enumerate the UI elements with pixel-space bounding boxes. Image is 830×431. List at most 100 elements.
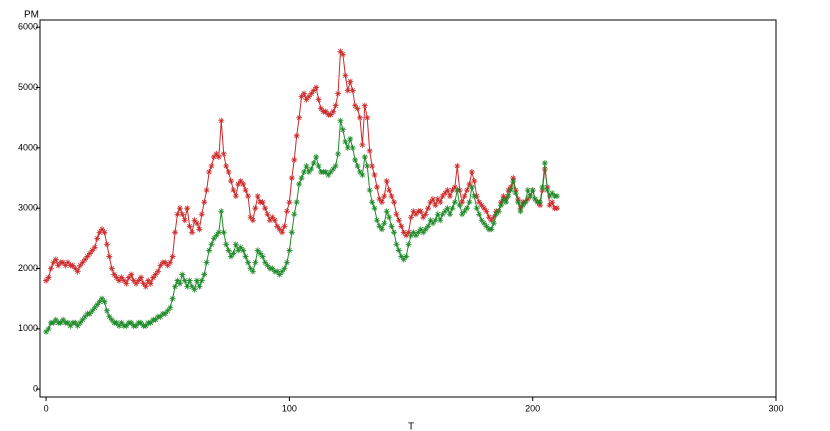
x-tick-label: 0 <box>44 403 49 413</box>
data-point <box>252 259 259 266</box>
data-point <box>466 199 473 206</box>
data-point <box>133 280 140 287</box>
data-point <box>198 277 205 284</box>
data-point <box>369 162 376 169</box>
data-point <box>96 229 103 236</box>
data-point <box>242 253 249 260</box>
data-point <box>483 223 490 230</box>
data-point <box>444 205 451 212</box>
data-point <box>269 265 276 272</box>
data-point <box>337 48 344 55</box>
data-point <box>515 196 522 203</box>
data-point <box>454 187 461 194</box>
data-point <box>330 108 337 115</box>
x-axis-label: T <box>408 422 414 431</box>
data-point <box>206 247 213 254</box>
data-point <box>259 253 266 260</box>
data-point <box>349 87 356 94</box>
x-tick-label: 200 <box>525 403 540 413</box>
data-point <box>152 271 159 278</box>
data-point <box>213 150 220 157</box>
data-point <box>189 229 196 236</box>
data-point <box>549 199 556 206</box>
data-point <box>286 199 293 206</box>
data-point <box>262 259 269 266</box>
data-point <box>227 178 234 185</box>
data-point <box>193 277 200 284</box>
data-point <box>373 217 380 224</box>
data-point <box>366 147 373 154</box>
data-point <box>128 271 135 278</box>
data-point <box>422 211 429 218</box>
data-point <box>99 295 106 302</box>
data-point <box>417 226 424 233</box>
data-point <box>300 169 307 176</box>
data-point <box>442 190 449 197</box>
data-point <box>456 202 463 209</box>
data-point <box>155 268 162 275</box>
data-point <box>466 181 473 188</box>
data-point <box>395 247 402 254</box>
data-point <box>342 72 349 79</box>
data-point <box>332 162 339 169</box>
data-point <box>259 199 266 206</box>
data-point <box>405 241 412 248</box>
data-point <box>339 126 346 133</box>
data-point <box>147 319 154 326</box>
data-point <box>116 277 123 284</box>
data-point <box>235 181 242 188</box>
y-tick-label: 3000 <box>18 203 38 213</box>
data-point <box>94 235 101 242</box>
data-point <box>546 193 553 200</box>
data-point <box>223 162 230 169</box>
data-point <box>388 193 395 200</box>
data-point <box>429 196 436 203</box>
data-point <box>308 165 315 172</box>
data-point <box>77 262 84 269</box>
data-point <box>515 199 522 206</box>
data-point <box>446 211 453 218</box>
data-point <box>427 217 434 224</box>
x-tick-label: 100 <box>282 403 297 413</box>
data-point <box>449 187 456 194</box>
data-point <box>383 178 390 185</box>
data-point <box>327 111 334 118</box>
data-point <box>449 205 456 212</box>
data-point <box>237 178 244 185</box>
data-point <box>169 295 176 302</box>
data-point <box>181 277 188 284</box>
data-point <box>245 259 252 266</box>
data-point <box>483 208 490 215</box>
data-point <box>84 253 91 260</box>
data-point <box>310 87 317 94</box>
data-point <box>354 162 361 169</box>
data-point <box>291 156 298 163</box>
data-point <box>381 193 388 200</box>
data-point <box>308 90 315 97</box>
data-point <box>488 226 495 233</box>
data-point <box>347 78 354 85</box>
data-point <box>254 193 261 200</box>
data-point <box>454 162 461 169</box>
data-point <box>145 277 152 284</box>
data-point <box>96 298 103 305</box>
data-point <box>91 304 98 311</box>
data-point <box>400 256 407 263</box>
data-point <box>123 322 130 329</box>
data-point <box>55 262 62 269</box>
data-point <box>493 211 500 218</box>
data-point <box>327 169 334 176</box>
data-point <box>235 247 242 254</box>
data-point <box>305 169 312 176</box>
data-point <box>339 51 346 58</box>
data-point <box>245 193 252 200</box>
data-point <box>133 322 140 329</box>
data-point <box>298 93 305 100</box>
data-point <box>356 114 363 121</box>
data-point <box>69 262 76 269</box>
data-point <box>218 117 225 124</box>
data-point <box>383 208 390 215</box>
data-point <box>322 169 329 176</box>
data-point <box>536 202 543 209</box>
data-point <box>471 178 478 185</box>
